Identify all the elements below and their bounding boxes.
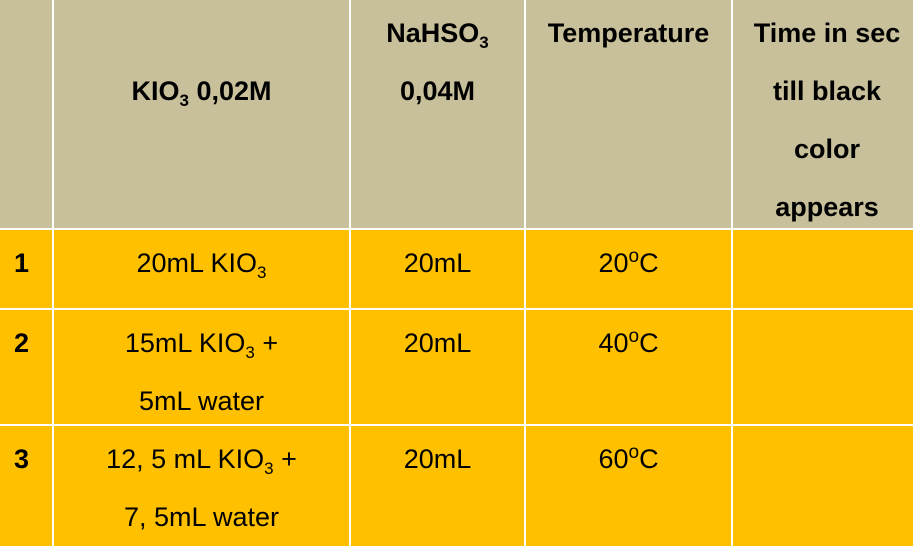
row-1-kio3-text: 20mL KIO <box>136 248 258 278</box>
row-2-temperature-unit: C <box>639 328 659 358</box>
row-1-kio3-line-1: 20mL KIO3 <box>54 234 349 292</box>
header-kio3-text: KIO <box>131 76 180 106</box>
row-2-kio3-text: 15mL KIO <box>124 328 246 358</box>
row-2-degree-mark: o <box>628 326 640 347</box>
header-nahso3-text: NaHSO <box>386 18 480 48</box>
row-1-temperature: 20oC <box>526 230 731 308</box>
header-time-line-2: till black <box>772 76 882 106</box>
row-3-kio3-line-2: 7, 5mL water <box>123 502 280 532</box>
row-2-kio3: 15mL KIO3 + 5mL water <box>54 310 349 424</box>
row-1-kio3-subscript: 3 <box>257 263 267 282</box>
row-2-kio3-subscript: 3 <box>245 343 255 362</box>
row-3-kio3-line-1: 12, 5 mL KIO3 + <box>54 430 349 488</box>
row-2-kio3-line-1: 15mL KIO3 + <box>54 314 349 372</box>
row-3-kio3-suffix: + <box>273 444 297 474</box>
row-2-time <box>733 310 913 424</box>
header-temperature-label: Temperature <box>547 18 710 48</box>
row-3-degree-mark: o <box>628 442 640 463</box>
header-time-cell: Time in sec till black color appears <box>733 0 913 228</box>
header-nahso3-cell: NaHSO3 0,04M <box>351 0 524 228</box>
header-index-cell <box>0 0 52 228</box>
row-1-nahso3: 20mL <box>351 230 524 308</box>
row-2-index: 2 <box>0 310 52 424</box>
row-3-temperature-value: 60 <box>598 444 629 474</box>
row-2-kio3-line-2: 5mL water <box>138 386 265 416</box>
row-1-index: 1 <box>0 230 52 308</box>
row-1-time <box>733 230 913 308</box>
row-1-degree-mark: o <box>628 246 640 267</box>
header-nahso3-label: NaHSO3 <box>351 4 524 62</box>
header-kio3-cell: KIO3 0,02M <box>54 0 349 228</box>
header-time-line-4: appears <box>775 192 879 222</box>
row-2-temperature: 40oC <box>526 310 731 424</box>
header-time-line-3: color <box>793 134 860 164</box>
header-kio3-subscript: 3 <box>179 91 189 110</box>
row-3-time <box>733 426 913 546</box>
row-3-nahso3: 20mL <box>351 426 524 546</box>
row-3-kio3-subscript: 3 <box>264 459 274 478</box>
row-1-temperature-value: 20 <box>598 248 629 278</box>
header-nahso3-concentration: 0,04M <box>399 76 476 106</box>
row-3-kio3: 12, 5 mL KIO3 + 7, 5mL water <box>54 426 349 546</box>
row-3-kio3-text: 12, 5 mL KIO <box>106 444 265 474</box>
header-kio3-concentration: 0,02M <box>188 76 272 106</box>
row-2-nahso3: 20mL <box>351 310 524 424</box>
row-3-temperature: 60oC <box>526 426 731 546</box>
header-time-line-1: Time in sec <box>753 18 901 48</box>
row-3-temperature-unit: C <box>639 444 659 474</box>
header-nahso3-subscript: 3 <box>479 33 489 52</box>
row-1-kio3: 20mL KIO3 <box>54 230 349 308</box>
row-1-temperature-unit: C <box>639 248 659 278</box>
header-kio3-label: KIO3 0,02M <box>54 62 349 120</box>
row-3-index: 3 <box>0 426 52 546</box>
row-2-kio3-suffix: + <box>254 328 279 358</box>
header-temperature-cell: Temperature <box>526 0 731 228</box>
row-2-temperature-value: 40 <box>598 328 629 358</box>
